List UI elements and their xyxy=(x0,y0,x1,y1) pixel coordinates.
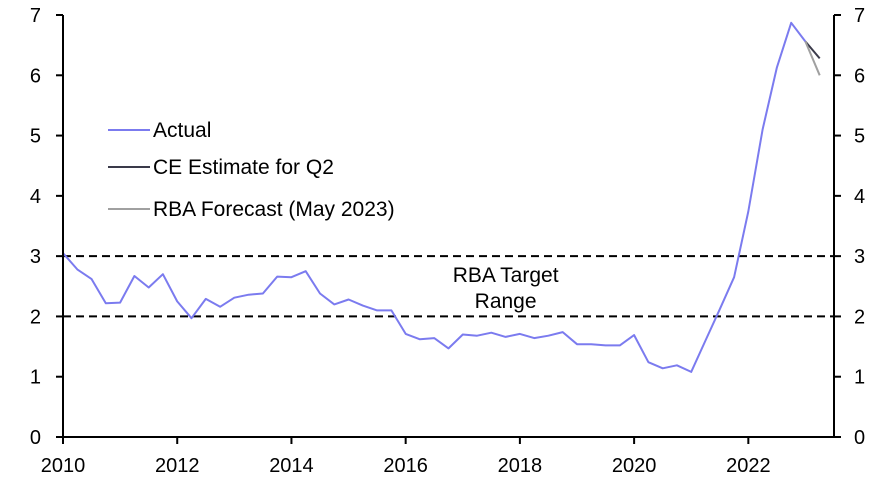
axes xyxy=(62,15,835,438)
x-tick-label: 2012 xyxy=(155,455,200,477)
left-y-tick-label: 5 xyxy=(30,126,41,148)
left-y-tick-label: 1 xyxy=(30,367,41,389)
right-y-tick-label: 6 xyxy=(854,65,865,87)
x-tick-label: 2016 xyxy=(383,455,428,477)
left-y-tick-label: 7 xyxy=(30,5,41,27)
x-tick-label: 2018 xyxy=(498,455,543,477)
series-line-rba-forecast-may-2023 xyxy=(804,41,821,76)
legend-item-ce-estimate: CE Estimate for Q2 xyxy=(108,156,334,179)
right-y-tick-label: 7 xyxy=(854,5,865,27)
left-y-tick-label: 0 xyxy=(30,427,41,449)
x-tick-label: 2010 xyxy=(41,455,86,477)
rba-target-range-label-line2: Range xyxy=(475,290,537,313)
series-layer xyxy=(62,21,821,373)
left-y-tick-label: 6 xyxy=(30,65,41,87)
series-line-actual xyxy=(62,21,807,373)
left-y-tick-label: 3 xyxy=(30,246,41,268)
left-y-tick-label: 2 xyxy=(30,306,41,328)
right-y-tick-label: 2 xyxy=(854,306,865,328)
right-y-tick-label: 4 xyxy=(854,186,865,208)
reference-lines xyxy=(63,255,834,318)
legend-label-ce-estimate: CE Estimate for Q2 xyxy=(153,156,334,179)
legend-label-rba-forecast: RBA Forecast (May 2023) xyxy=(153,198,395,221)
legend-item-rba-forecast: RBA Forecast (May 2023) xyxy=(108,198,395,221)
legend: Actual CE Estimate for Q2 RBA Forecast (… xyxy=(108,119,395,221)
right-y-tick-label: 3 xyxy=(854,246,865,268)
right-y-tick-label: 5 xyxy=(854,126,865,148)
x-tick-label: 2014 xyxy=(269,455,314,477)
legend-label-actual: Actual xyxy=(153,119,211,142)
legend-item-actual: Actual xyxy=(108,119,211,142)
x-tick-label: 2022 xyxy=(726,455,771,477)
series-line-ce-estimate-for-q2 xyxy=(804,40,821,60)
annotation-layer: RBA Target Range xyxy=(453,264,559,313)
right-y-tick-label: 0 xyxy=(854,427,865,449)
rba-target-range-label-line1: RBA Target xyxy=(453,264,559,287)
left-y-tick-label: 4 xyxy=(30,186,41,208)
right-y-tick-label: 1 xyxy=(854,367,865,389)
ticks: 0 0 1 1 2 2 3 3 4 4 5 5 6 6 7 7 2010 2012 2014 2016 2018 2020… xyxy=(30,5,865,477)
x-tick-label: 2020 xyxy=(612,455,657,477)
